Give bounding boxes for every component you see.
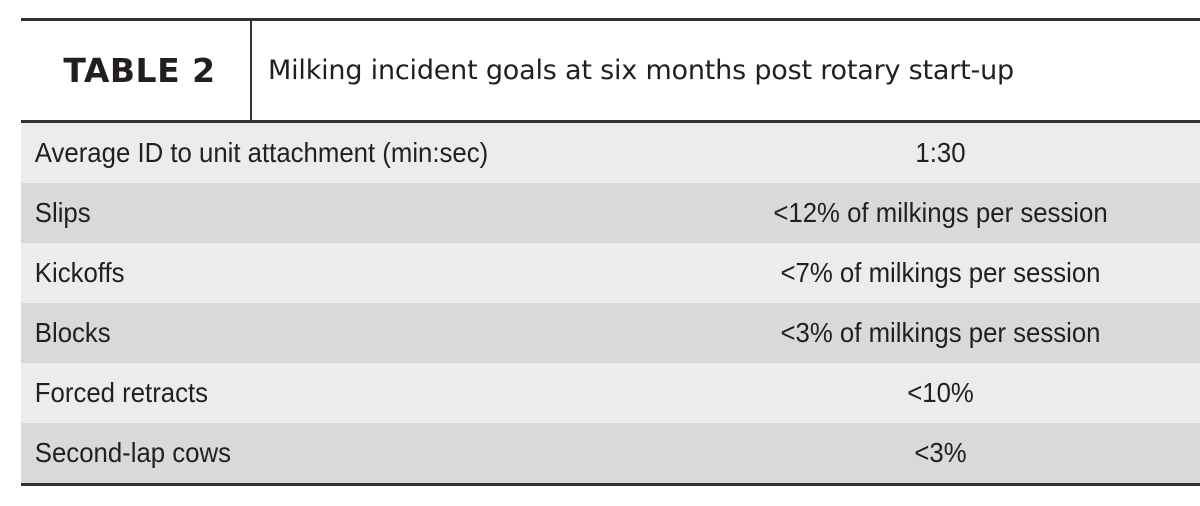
- table-row: Kickoffs <7% of milkings per session: [21, 243, 1200, 303]
- row-goal: <12% of milkings per session: [773, 197, 1108, 228]
- row-goal: <7% of milkings per session: [780, 257, 1101, 288]
- row-goal: 1:30: [915, 137, 966, 168]
- row-goal: <3%: [914, 437, 967, 468]
- table-title: Milking incident goals at six months pos…: [268, 55, 1014, 86]
- row-goal: <3% of milkings per session: [780, 317, 1101, 348]
- incident-goals-table: TABLE 2 Milking incident goals at six mo…: [21, 18, 1200, 486]
- table-label-cell: TABLE 2: [21, 21, 252, 120]
- table-row: Average ID to unit attachment (min:sec) …: [21, 123, 1200, 183]
- table-row: Second-lap cows <3%: [21, 423, 1200, 483]
- row-metric: Average ID to unit attachment (min:sec): [34, 137, 489, 168]
- row-goal: <10%: [907, 377, 974, 408]
- row-metric: Slips: [34, 197, 91, 228]
- row-metric: Forced retracts: [34, 377, 209, 408]
- table-header: TABLE 2 Milking incident goals at six mo…: [21, 18, 1200, 123]
- row-metric: Kickoffs: [34, 257, 125, 288]
- row-metric: Second-lap cows: [34, 437, 231, 468]
- row-metric: Blocks: [34, 317, 111, 348]
- table-title-cell: Milking incident goals at six months pos…: [252, 21, 1200, 120]
- table-row: Forced retracts <10%: [21, 363, 1200, 423]
- table-row: Blocks <3% of milkings per session: [21, 303, 1200, 363]
- table-row: Slips <12% of milkings per session: [21, 183, 1200, 243]
- table-body: Average ID to unit attachment (min:sec) …: [21, 123, 1200, 486]
- table-label: TABLE 2: [63, 51, 216, 90]
